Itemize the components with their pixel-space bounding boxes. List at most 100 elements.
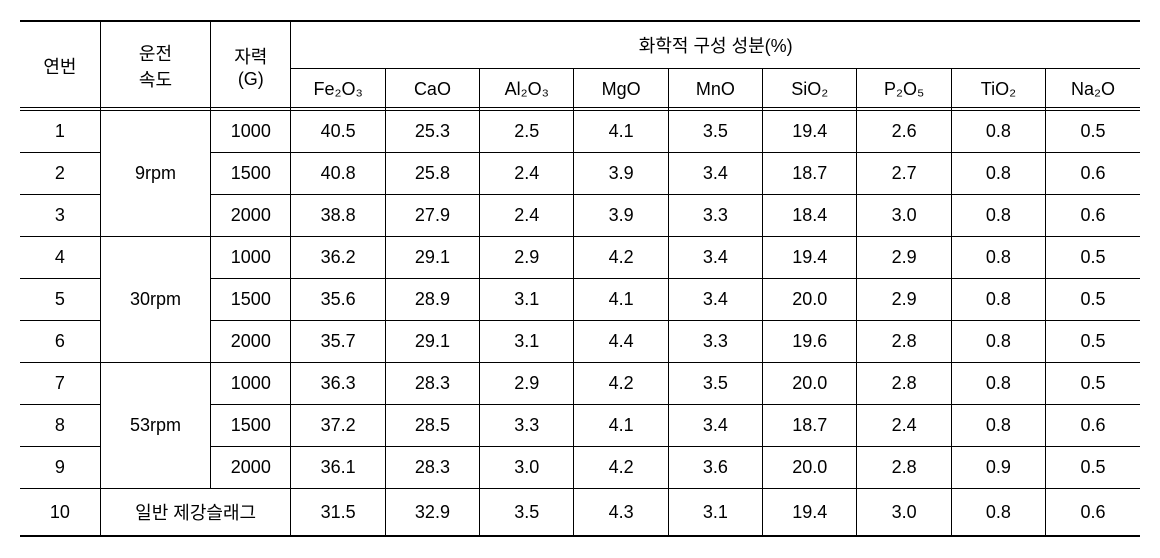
cell-al2o3: 2.4 xyxy=(480,195,574,237)
header-cao: CaO xyxy=(385,69,479,111)
cell-num: 6 xyxy=(20,321,100,363)
cell-mno: 3.3 xyxy=(668,321,762,363)
cell-cao: 28.3 xyxy=(385,447,479,489)
cell-na2o: 0.5 xyxy=(1046,321,1140,363)
cell-sio2: 19.4 xyxy=(763,111,857,153)
cell-mno: 3.5 xyxy=(668,111,762,153)
cell-sio2: 20.0 xyxy=(763,279,857,321)
cell-p2o5: 2.6 xyxy=(857,111,951,153)
cell-magnetic: 1000 xyxy=(211,363,291,405)
table-row: 430rpm100036.229.12.94.23.419.42.90.80.5 xyxy=(20,237,1140,279)
cell-mgo: 4.2 xyxy=(574,363,668,405)
cell-p2o5: 2.4 xyxy=(857,405,951,447)
cell-magnetic: 1500 xyxy=(211,153,291,195)
cell-cao: 25.8 xyxy=(385,153,479,195)
cell-al2o3: 2.9 xyxy=(480,237,574,279)
cell-al2o3: 3.5 xyxy=(480,489,574,537)
cell-mgo: 4.3 xyxy=(574,489,668,537)
cell-mno: 3.4 xyxy=(668,279,762,321)
cell-tio2: 0.8 xyxy=(951,153,1045,195)
cell-cao: 25.3 xyxy=(385,111,479,153)
cell-cao: 28.5 xyxy=(385,405,479,447)
cell-magnetic: 1500 xyxy=(211,279,291,321)
cell-fe2o3: 36.3 xyxy=(291,363,385,405)
header-fe2o3: Fe₂O₃ xyxy=(291,69,385,111)
header-p2o5: P₂O₅ xyxy=(857,69,951,111)
cell-al2o3: 2.9 xyxy=(480,363,574,405)
cell-na2o: 0.6 xyxy=(1046,405,1140,447)
cell-mno: 3.5 xyxy=(668,363,762,405)
cell-fe2o3: 40.8 xyxy=(291,153,385,195)
cell-sio2: 19.4 xyxy=(763,237,857,279)
cell-cao: 27.9 xyxy=(385,195,479,237)
table-body: 19rpm100040.525.32.54.13.519.42.60.80.52… xyxy=(20,111,1140,537)
cell-sio2: 19.6 xyxy=(763,321,857,363)
cell-num: 10 xyxy=(20,489,100,537)
cell-p2o5: 3.0 xyxy=(857,195,951,237)
cell-al2o3: 3.0 xyxy=(480,447,574,489)
cell-tio2: 0.8 xyxy=(951,111,1045,153)
cell-magnetic: 1500 xyxy=(211,405,291,447)
cell-tio2: 0.8 xyxy=(951,363,1045,405)
cell-num: 1 xyxy=(20,111,100,153)
cell-mgo: 4.4 xyxy=(574,321,668,363)
table-row: 10일반 제강슬래그31.532.93.54.33.119.43.00.80.6 xyxy=(20,489,1140,537)
cell-num: 8 xyxy=(20,405,100,447)
cell-cao: 28.9 xyxy=(385,279,479,321)
cell-cao: 32.9 xyxy=(385,489,479,537)
cell-fe2o3: 35.6 xyxy=(291,279,385,321)
cell-p2o5: 2.7 xyxy=(857,153,951,195)
cell-mno: 3.4 xyxy=(668,405,762,447)
cell-fe2o3: 38.8 xyxy=(291,195,385,237)
header-magnetic: 자력(G) xyxy=(211,21,291,111)
cell-na2o: 0.5 xyxy=(1046,111,1140,153)
cell-num: 9 xyxy=(20,447,100,489)
header-al2o3: Al₂O₃ xyxy=(480,69,574,111)
header-mgo: MgO xyxy=(574,69,668,111)
cell-sio2: 18.7 xyxy=(763,153,857,195)
cell-mno: 3.1 xyxy=(668,489,762,537)
cell-al2o3: 3.1 xyxy=(480,279,574,321)
cell-fe2o3: 35.7 xyxy=(291,321,385,363)
cell-magnetic: 1000 xyxy=(211,111,291,153)
cell-fe2o3: 37.2 xyxy=(291,405,385,447)
cell-tio2: 0.8 xyxy=(951,489,1045,537)
cell-tio2: 0.9 xyxy=(951,447,1045,489)
table-row: 19rpm100040.525.32.54.13.519.42.60.80.5 xyxy=(20,111,1140,153)
cell-speed: 30rpm xyxy=(100,237,210,363)
cell-p2o5: 2.9 xyxy=(857,237,951,279)
cell-p2o5: 2.8 xyxy=(857,321,951,363)
cell-na2o: 0.5 xyxy=(1046,447,1140,489)
cell-cao: 28.3 xyxy=(385,363,479,405)
cell-cao: 29.1 xyxy=(385,237,479,279)
cell-num: 5 xyxy=(20,279,100,321)
header-na2o: Na₂O xyxy=(1046,69,1140,111)
header-tio2: TiO₂ xyxy=(951,69,1045,111)
cell-sio2: 18.4 xyxy=(763,195,857,237)
cell-na2o: 0.6 xyxy=(1046,489,1140,537)
cell-p2o5: 2.8 xyxy=(857,447,951,489)
cell-tio2: 0.8 xyxy=(951,237,1045,279)
cell-mgo: 4.1 xyxy=(574,405,668,447)
cell-mgo: 4.2 xyxy=(574,237,668,279)
cell-mno: 3.6 xyxy=(668,447,762,489)
cell-magnetic: 1000 xyxy=(211,237,291,279)
cell-fe2o3: 36.1 xyxy=(291,447,385,489)
cell-mno: 3.4 xyxy=(668,153,762,195)
cell-p2o5: 2.8 xyxy=(857,363,951,405)
cell-mgo: 3.9 xyxy=(574,195,668,237)
cell-magnetic: 2000 xyxy=(211,321,291,363)
header-speed: 운전속도 xyxy=(100,21,210,111)
cell-fe2o3: 31.5 xyxy=(291,489,385,537)
cell-num: 4 xyxy=(20,237,100,279)
header-mno: MnO xyxy=(668,69,762,111)
cell-al2o3: 3.1 xyxy=(480,321,574,363)
header-num: 연번 xyxy=(20,21,100,111)
cell-mgo: 4.1 xyxy=(574,111,668,153)
cell-sio2: 18.7 xyxy=(763,405,857,447)
cell-al2o3: 3.3 xyxy=(480,405,574,447)
cell-tio2: 0.8 xyxy=(951,279,1045,321)
cell-mno: 3.4 xyxy=(668,237,762,279)
header-chem-group: 화학적 구성 성분(%) xyxy=(291,21,1140,69)
cell-tio2: 0.8 xyxy=(951,405,1045,447)
